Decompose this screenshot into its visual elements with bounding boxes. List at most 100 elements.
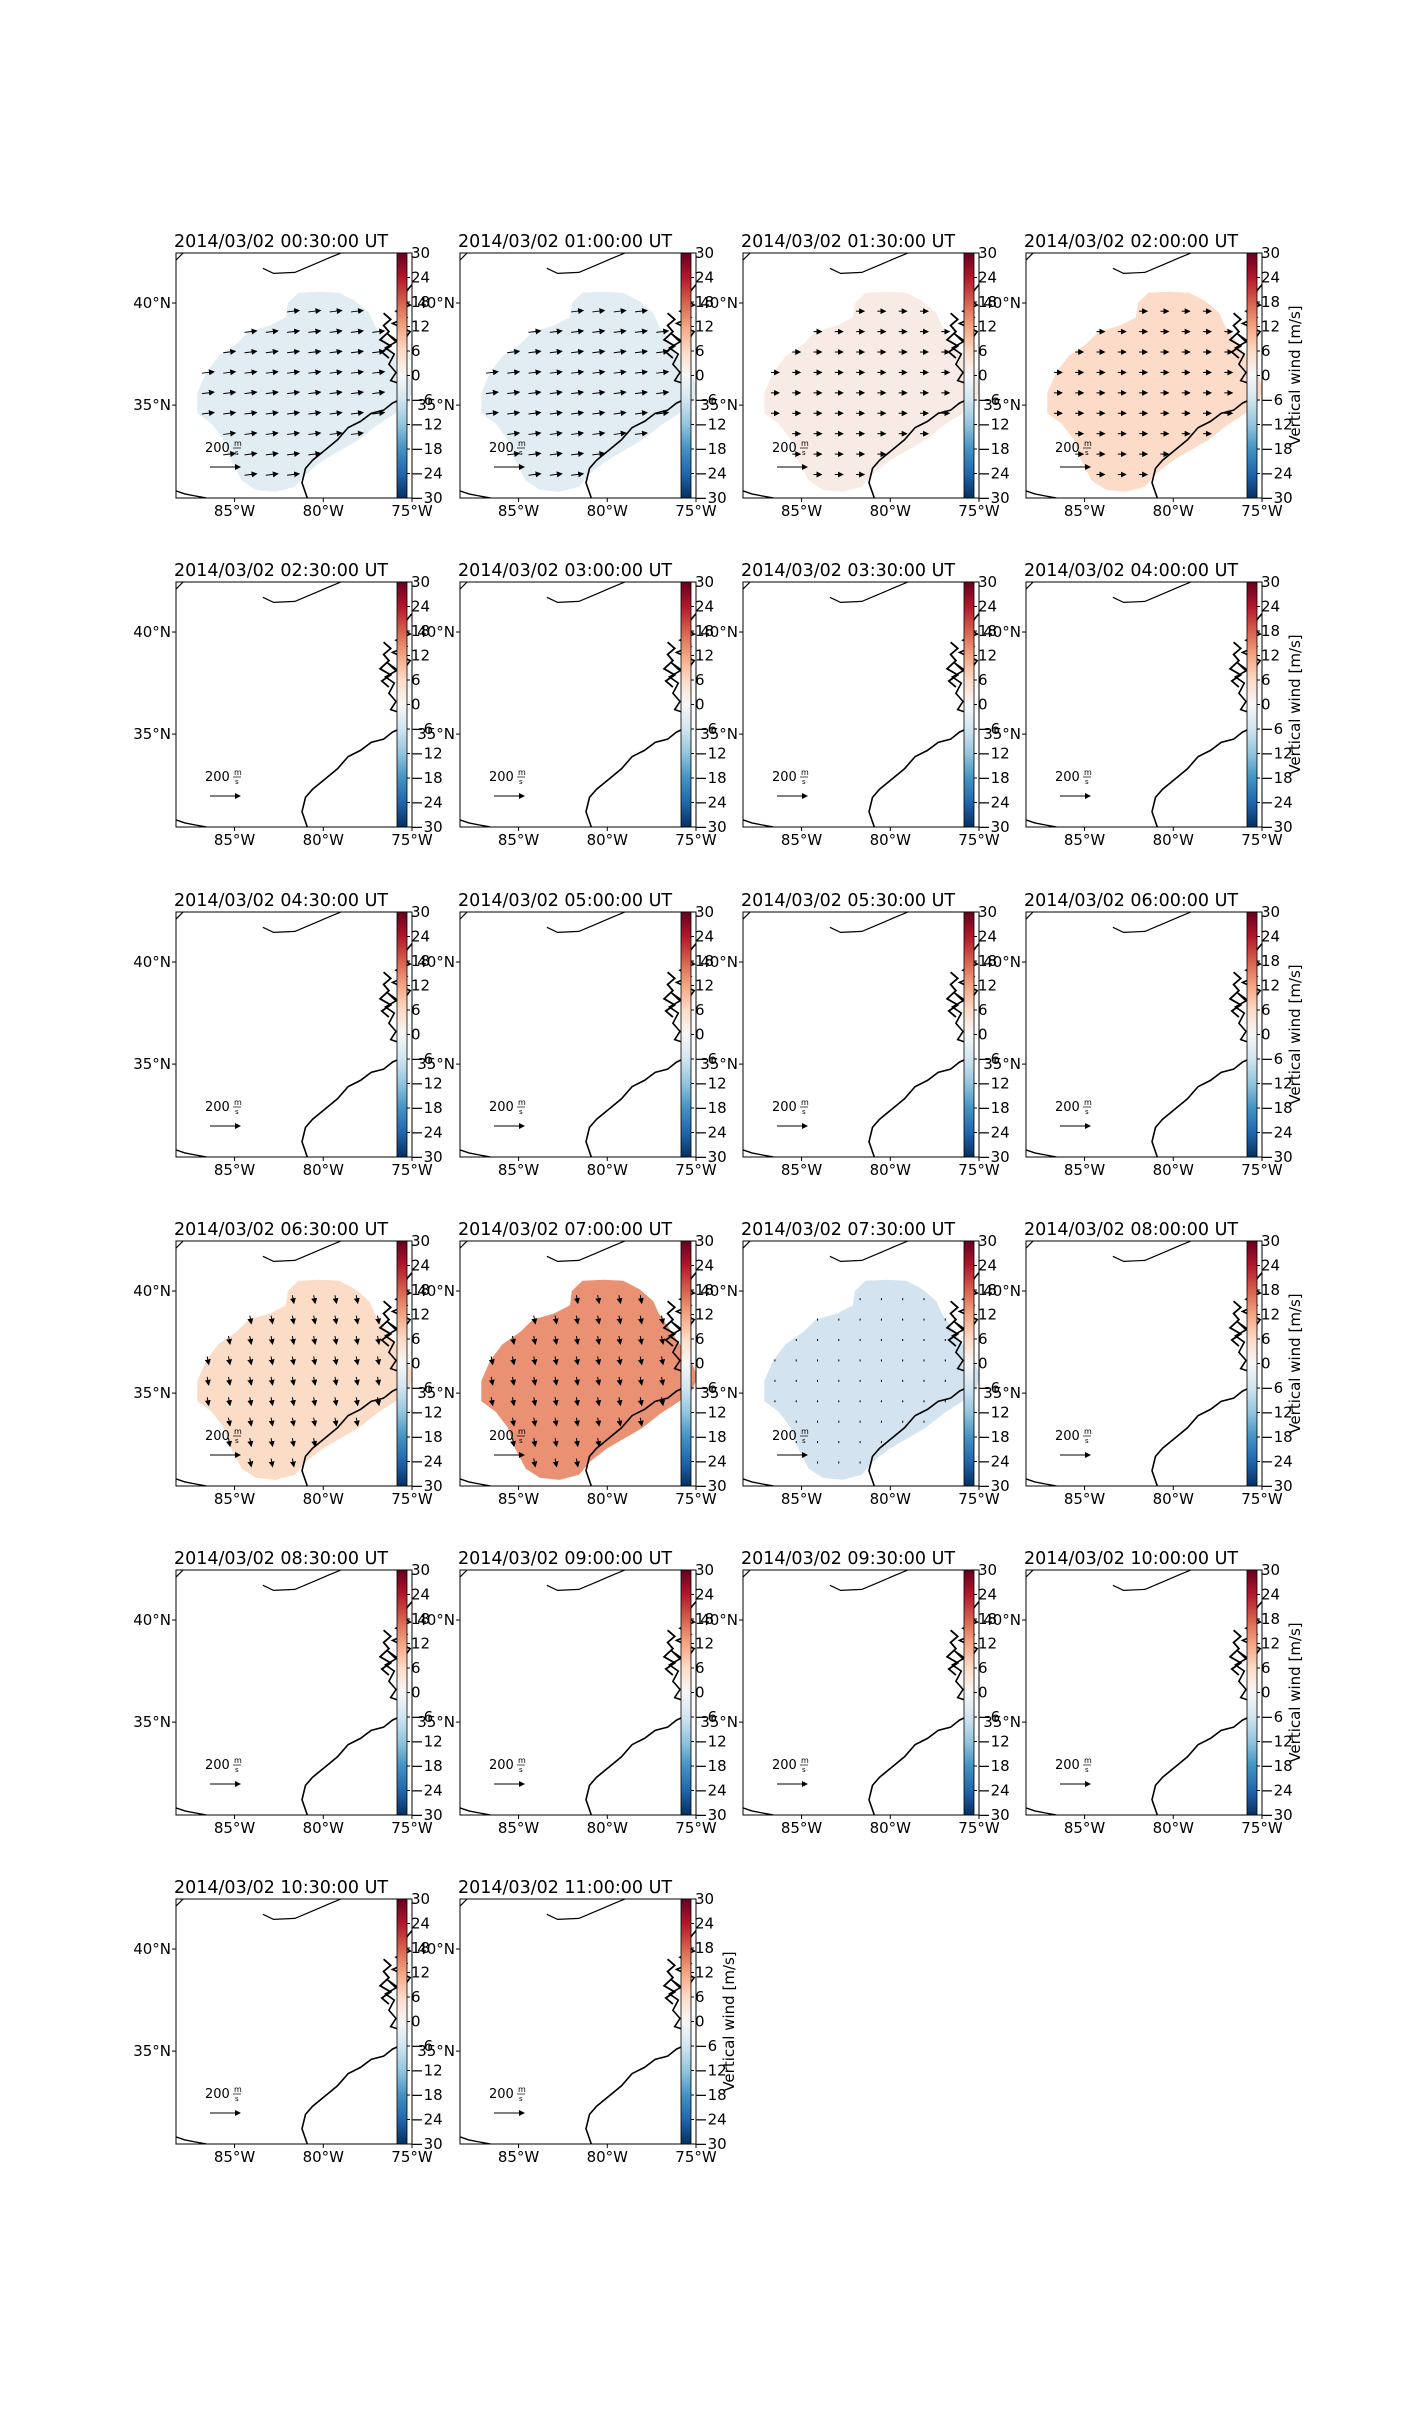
lon-tick-label: 85°W — [781, 831, 823, 849]
lat-tick-label: 40°N — [133, 953, 171, 971]
gulf-coastline — [460, 1807, 491, 1815]
colorbar-tick-label: −30 — [411, 2135, 443, 2153]
lon-tick-label: 75°W — [675, 1490, 717, 1508]
lake-michigan-shore — [176, 1570, 184, 1578]
wind-vector — [528, 471, 542, 478]
colorbar-tick-label: −30 — [411, 818, 443, 836]
wind-vector — [571, 369, 585, 376]
scale-unit-denominator: s — [235, 1108, 239, 1116]
wind-vector — [311, 1335, 318, 1346]
map-area — [743, 1570, 979, 1815]
colorbar-gradient — [1246, 1240, 1258, 1487]
lake-erie-shore — [829, 253, 909, 275]
wind-vector — [247, 1417, 254, 1427]
wind-vector — [353, 1356, 360, 1366]
lon-tick-label: 85°W — [214, 502, 256, 520]
wind-vector — [659, 1397, 666, 1407]
scale-unit-numerator: m — [234, 439, 242, 448]
lat-tick-label: 40°N — [417, 294, 455, 312]
colorbar-tick-label: 30 — [695, 244, 714, 262]
vertical-wind-field — [764, 291, 979, 492]
colorbar-tick-label: −30 — [695, 1477, 727, 1495]
gulf-coastline — [460, 490, 491, 498]
lake-michigan-shore — [1026, 582, 1034, 590]
wind-vector — [265, 430, 279, 437]
wind-vector — [616, 1295, 623, 1305]
wind-vector — [353, 1397, 360, 1407]
colorbar-tick-label: 12 — [978, 977, 997, 995]
wind-vector — [613, 389, 627, 396]
colorbar-tick-label: 12 — [695, 977, 714, 995]
wind-vector — [244, 450, 258, 457]
colorbar-tick-label: 18 — [978, 952, 997, 970]
colorbar-tick-label: −6 — [978, 1708, 1000, 1726]
scale-unit-denominator: s — [235, 1766, 239, 1774]
lake-michigan-shore — [460, 582, 468, 590]
lat-tick-label: 40°N — [133, 1282, 171, 1300]
scale-unit-denominator: s — [519, 1766, 523, 1774]
colorbar-tick-label: −12 — [695, 1075, 727, 1093]
coastline — [585, 1930, 696, 2144]
gulf-coastline — [176, 1478, 207, 1486]
wind-vector — [244, 389, 258, 396]
wind-vector — [308, 369, 322, 376]
wind-vector — [289, 1458, 296, 1468]
lon-tick-label: 80°W — [303, 502, 345, 520]
colorbar-tick-label: 18 — [411, 1610, 430, 1628]
wind-vector — [637, 1315, 644, 1325]
lon-tick-label: 80°W — [1153, 831, 1195, 849]
lon-tick-label: 80°W — [1153, 1161, 1195, 1179]
colorbar: 30 24 18 12 6 0 −6 −12 −18 −24 −30 — [396, 244, 443, 507]
wind-vector — [308, 430, 322, 437]
lake-erie-shore — [1112, 253, 1192, 275]
colorbar-tick-label: 0 — [1261, 1355, 1271, 1373]
colorbar-tick-label: 24 — [695, 1915, 714, 1933]
colorbar-tick-label: 24 — [695, 1257, 714, 1275]
wind-vector — [637, 1356, 644, 1366]
lat-tick-label: 40°N — [133, 623, 171, 641]
wind-vector — [265, 389, 279, 396]
colorbar-gradient — [963, 1569, 975, 1816]
wind-vector — [573, 1356, 580, 1366]
lat-tick-label: 35°N — [417, 725, 455, 743]
coastline — [1151, 613, 1262, 827]
colorbar-tick-label: −30 — [1261, 1806, 1293, 1824]
colorbar-tick-label: 24 — [1261, 1257, 1280, 1275]
panel-title: 2014/03/02 05:30:00 UT — [741, 891, 955, 911]
vertical-wind-field — [197, 291, 412, 492]
wind-vector — [244, 471, 258, 478]
colorbar-tick-label: −6 — [978, 720, 1000, 738]
colorbar-tick-label: 24 — [978, 269, 997, 287]
vector-scale-key: 200 ms — [205, 1756, 242, 1787]
scale-value: 200 — [1055, 1100, 1080, 1115]
lat-tick-label: 40°N — [983, 294, 1021, 312]
lake-erie-shore — [262, 912, 342, 934]
colorbar-tick-label: −18 — [695, 440, 727, 458]
chesapeake-bay-coastline — [378, 641, 393, 688]
wind-vector — [528, 369, 542, 376]
colorbar-tick-label: −24 — [411, 794, 443, 812]
colorbar-tick-label: −18 — [411, 440, 443, 458]
lat-tick-label: 35°N — [983, 1384, 1021, 1402]
map-frame — [742, 581, 980, 828]
wind-vector — [613, 369, 627, 376]
panel-title: 2014/03/02 02:30:00 UT — [174, 561, 388, 581]
wind-vector — [549, 328, 563, 335]
vector-scale-key: 200 ms — [489, 1098, 526, 1129]
wind-vector — [531, 1335, 538, 1346]
wind-vector — [613, 308, 627, 315]
vector-scale-key: 200 ms — [489, 1756, 526, 1787]
wind-vector — [353, 1417, 360, 1427]
colorbar-tick-label: 18 — [978, 293, 997, 311]
chesapeake-bay-coastline — [378, 312, 393, 359]
lon-tick-label: 85°W — [214, 1490, 256, 1508]
wind-vector — [287, 430, 301, 437]
wind-vector — [549, 369, 563, 376]
wind-vector — [637, 1335, 644, 1346]
colorbar-tick-label: 0 — [695, 2013, 705, 2031]
colorbar-gradient — [1246, 581, 1258, 828]
wind-vector — [332, 1397, 339, 1407]
map-area — [1026, 253, 1262, 498]
wind-vector — [268, 1397, 275, 1407]
